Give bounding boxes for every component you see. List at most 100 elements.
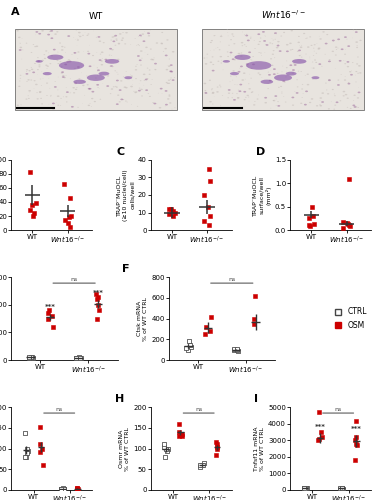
Circle shape (115, 44, 116, 46)
Circle shape (350, 74, 353, 76)
Point (339, 484, 345, 492)
Point (302, 484, 307, 492)
Circle shape (300, 71, 302, 72)
Circle shape (113, 36, 115, 37)
Circle shape (281, 92, 283, 94)
Circle shape (159, 107, 161, 108)
Point (45, 309, 51, 317)
Point (202, 330, 208, 338)
Circle shape (28, 90, 31, 92)
Point (166, 205, 172, 213)
Circle shape (70, 78, 71, 79)
Circle shape (292, 104, 294, 106)
Circle shape (274, 39, 276, 40)
Circle shape (31, 67, 32, 68)
Y-axis label: TRAP⁻MuOCL
(≥10 nuclei/cell)
cells/well: TRAP⁻MuOCL (≥10 nuclei/cell) cells/well (117, 169, 135, 220)
Point (166, 210, 172, 218)
Text: $\mathit{Wnt16}^{-/-}$: $\mathit{Wnt16}^{-/-}$ (261, 8, 306, 21)
Circle shape (212, 70, 214, 71)
Point (187, 340, 193, 348)
Circle shape (210, 42, 212, 43)
Circle shape (145, 90, 148, 91)
Circle shape (167, 82, 169, 84)
Circle shape (113, 66, 114, 67)
Circle shape (152, 102, 154, 103)
Circle shape (147, 54, 148, 55)
Circle shape (234, 59, 236, 60)
Circle shape (119, 33, 122, 34)
Text: ***: *** (351, 426, 362, 432)
Circle shape (111, 88, 113, 90)
Circle shape (119, 89, 122, 91)
Circle shape (232, 107, 234, 108)
Circle shape (272, 43, 273, 44)
Circle shape (250, 38, 251, 39)
Circle shape (96, 37, 97, 38)
Point (207, 177, 213, 185)
Circle shape (212, 64, 214, 65)
Circle shape (20, 75, 21, 76)
Circle shape (38, 64, 40, 66)
Circle shape (156, 42, 158, 44)
Circle shape (228, 45, 230, 46)
Point (170, 212, 176, 220)
Circle shape (345, 76, 346, 77)
Point (201, 459, 207, 467)
Circle shape (61, 72, 63, 74)
Circle shape (357, 72, 359, 74)
Circle shape (74, 68, 76, 69)
Circle shape (309, 102, 311, 103)
Circle shape (309, 36, 311, 38)
Circle shape (50, 96, 51, 97)
Circle shape (244, 34, 245, 35)
Circle shape (39, 91, 42, 92)
Circle shape (51, 38, 53, 39)
Circle shape (276, 98, 277, 99)
Circle shape (87, 53, 90, 54)
Point (339, 484, 345, 492)
Point (61, 485, 67, 493)
Circle shape (101, 52, 104, 53)
Circle shape (356, 42, 358, 43)
Point (33, 200, 39, 207)
Point (161, 442, 167, 450)
Circle shape (100, 60, 103, 62)
Circle shape (165, 48, 167, 50)
Circle shape (145, 78, 148, 80)
Circle shape (112, 40, 115, 42)
Point (74, 484, 80, 492)
Circle shape (312, 68, 315, 69)
Circle shape (160, 88, 163, 90)
Circle shape (154, 63, 157, 64)
Circle shape (240, 56, 243, 57)
Circle shape (46, 95, 48, 96)
Circle shape (168, 80, 170, 81)
Circle shape (256, 98, 258, 100)
Circle shape (19, 49, 22, 51)
Circle shape (250, 36, 252, 38)
Circle shape (125, 87, 128, 88)
Circle shape (279, 50, 282, 52)
Point (205, 203, 211, 211)
Point (214, 440, 220, 448)
Circle shape (352, 104, 355, 106)
Circle shape (112, 66, 113, 68)
Point (176, 428, 182, 436)
Circle shape (75, 88, 77, 90)
Point (30, 212, 36, 220)
Circle shape (88, 104, 90, 106)
Point (65, 219, 71, 227)
Circle shape (230, 54, 231, 56)
Circle shape (146, 78, 148, 79)
Circle shape (357, 107, 359, 108)
Circle shape (170, 79, 171, 80)
Circle shape (167, 98, 170, 100)
Point (319, 433, 325, 441)
Circle shape (313, 55, 314, 56)
Circle shape (84, 95, 85, 96)
Circle shape (277, 73, 279, 74)
Circle shape (245, 34, 248, 36)
Circle shape (245, 97, 247, 98)
Point (30, 354, 36, 362)
Circle shape (278, 44, 279, 46)
